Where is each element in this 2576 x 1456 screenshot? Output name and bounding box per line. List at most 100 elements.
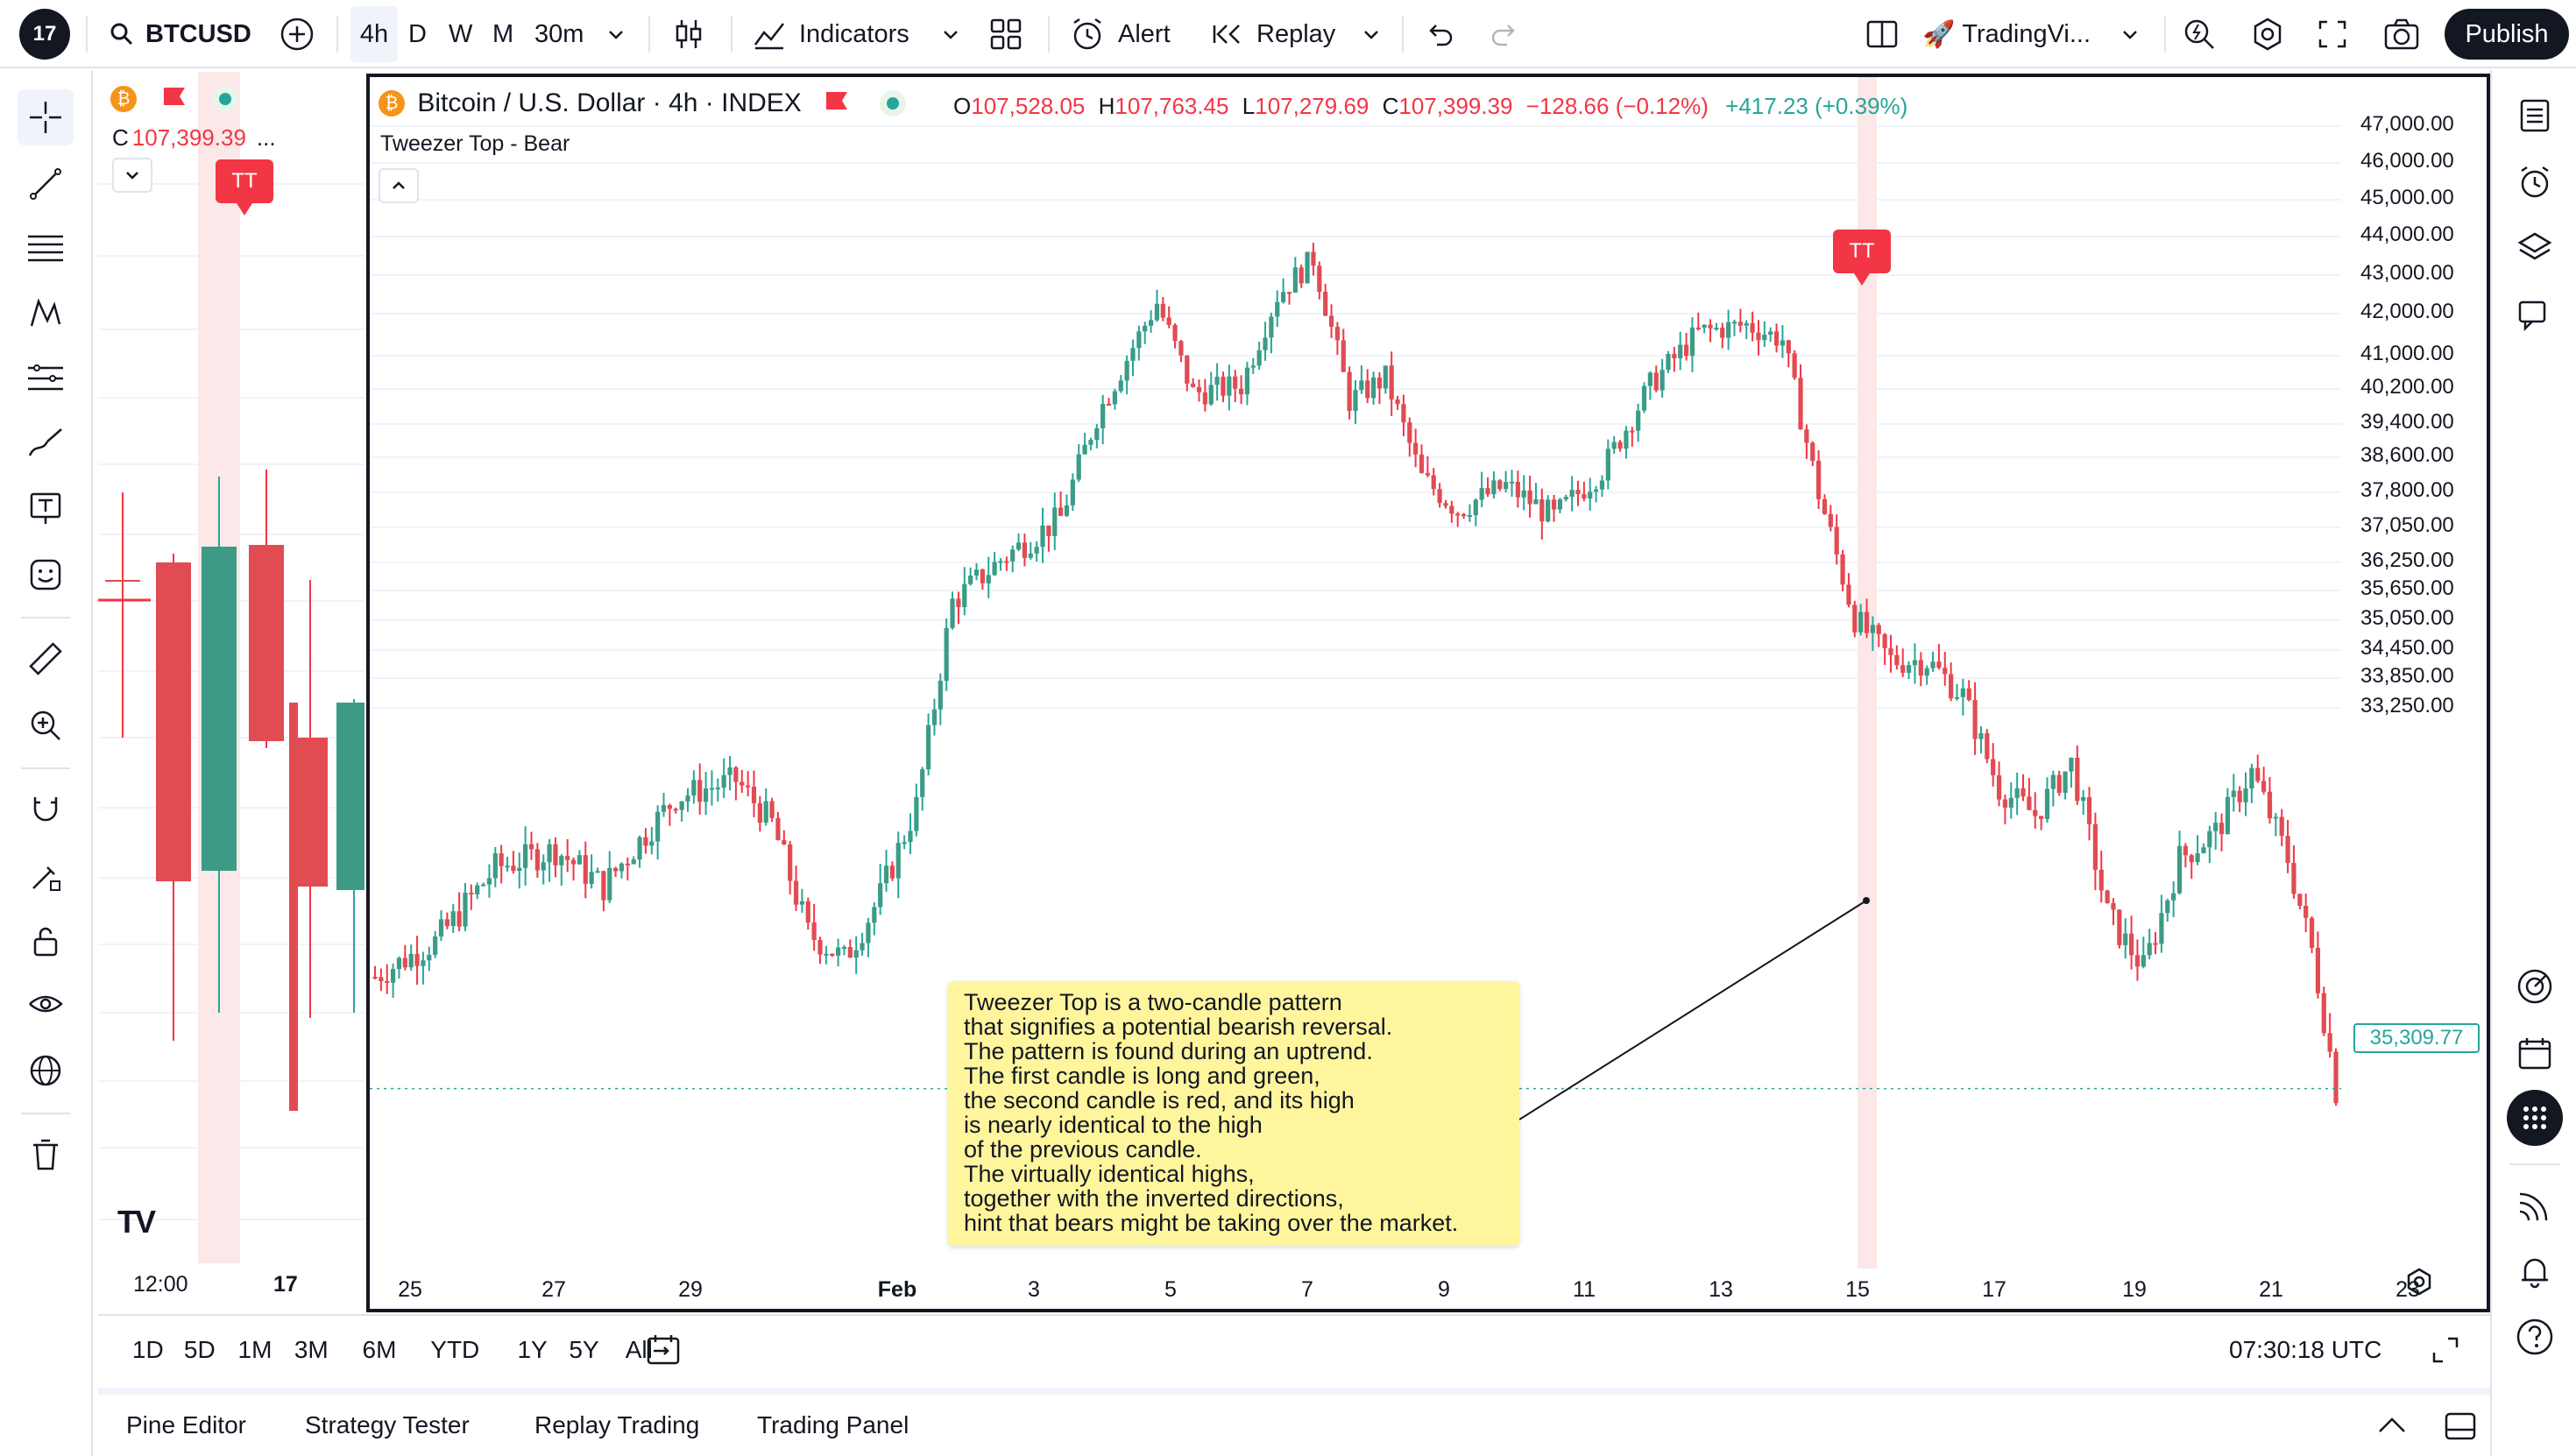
layout-name-button[interactable]: 🚀 TradingVi... xyxy=(1922,0,2091,68)
stay-in-drawing-tool[interactable] xyxy=(18,848,74,904)
candle xyxy=(1191,378,1196,388)
range-1d[interactable]: 1D xyxy=(131,1336,164,1363)
candle xyxy=(547,838,552,882)
apps-button[interactable] xyxy=(2507,1090,2563,1146)
brush-tool[interactable] xyxy=(18,415,74,471)
calendar-button[interactable] xyxy=(2507,1025,2563,1081)
clock-readout[interactable]: 07:30:18 UTC xyxy=(2229,1336,2382,1363)
emoji-tool[interactable] xyxy=(18,547,74,603)
tradingview-logo[interactable]: 17 xyxy=(19,0,70,68)
tab-pine-editor[interactable]: Pine Editor xyxy=(126,1411,246,1438)
interval-w[interactable]: W xyxy=(449,19,473,48)
lock-drawings-tool[interactable] xyxy=(18,913,74,969)
candle xyxy=(931,698,938,736)
axis-settings-button[interactable] xyxy=(2404,1267,2434,1301)
remove-drawings-tool[interactable] xyxy=(18,1127,74,1183)
candle xyxy=(1286,292,1292,305)
magnet-tool[interactable] xyxy=(18,781,74,838)
text-tool[interactable] xyxy=(18,480,74,536)
help-button[interactable] xyxy=(2507,1309,2563,1365)
fib-tool[interactable] xyxy=(18,221,74,277)
chart-type-button[interactable] xyxy=(671,0,706,68)
settings-button[interactable] xyxy=(2250,0,2285,68)
prediction-tool[interactable] xyxy=(18,350,74,406)
watchlist-button[interactable] xyxy=(2507,88,2563,144)
chat-button[interactable] xyxy=(2507,287,2563,343)
symbol-title[interactable]: Bitcoin / U.S. Dollar · 4h · INDEX xyxy=(417,88,802,118)
flag-icon[interactable] xyxy=(824,88,849,118)
replay-button[interactable]: Replay xyxy=(1211,0,1335,68)
tab-strategy-tester[interactable]: Strategy Tester xyxy=(305,1411,470,1438)
tt-pattern-badge-left[interactable]: TT xyxy=(216,159,273,216)
layers-button[interactable] xyxy=(2507,221,2563,277)
redo-button[interactable] xyxy=(1490,0,1521,68)
expand-button[interactable] xyxy=(2431,1335,2460,1369)
layout-dropdown[interactable] xyxy=(2120,0,2140,68)
tab-trading-panel[interactable]: Trading Panel xyxy=(757,1411,909,1438)
interval-m[interactable]: M xyxy=(492,19,514,48)
main-chart-canvas[interactable] xyxy=(370,77,2487,1309)
interval-d[interactable]: D xyxy=(408,19,427,48)
quick-search-button[interactable] xyxy=(2182,0,2217,68)
fullscreen-button[interactable] xyxy=(2317,0,2348,68)
replay-dropdown[interactable] xyxy=(1362,0,1381,68)
interval-30m[interactable]: 30m xyxy=(534,19,584,48)
symbol-search[interactable]: BTCUSD xyxy=(109,0,251,68)
maximize-panel-button[interactable] xyxy=(2443,1410,2478,1446)
candle xyxy=(1515,470,1520,508)
layouts-button[interactable] xyxy=(988,0,1023,68)
alerts-button[interactable] xyxy=(2507,154,2563,210)
publish-button[interactable]: Publish xyxy=(2445,9,2569,60)
trend-line-tool[interactable] xyxy=(18,156,74,212)
compare-symbol-button[interactable] xyxy=(279,0,315,68)
hide-drawings-tool[interactable] xyxy=(18,978,74,1034)
left-candle xyxy=(293,580,328,1018)
magnet-icon xyxy=(33,797,58,822)
tab-replay-trading[interactable]: Replay Trading xyxy=(534,1411,700,1438)
candle xyxy=(1924,665,1929,685)
interval-4h[interactable]: 4h xyxy=(350,6,398,62)
collapse-panel-button[interactable] xyxy=(2374,1410,2410,1446)
go-to-date-button[interactable] xyxy=(645,1332,682,1373)
zoom-tool[interactable] xyxy=(18,697,74,753)
range-5y[interactable]: 5Y xyxy=(569,1336,599,1363)
notifications-button[interactable] xyxy=(2507,1244,2563,1300)
layout-split-button[interactable] xyxy=(1865,0,1900,68)
legend-toggle-button[interactable] xyxy=(379,168,419,203)
range-3m[interactable]: 3M xyxy=(294,1336,329,1363)
legend-collapse-button[interactable] xyxy=(112,158,152,193)
candle xyxy=(534,843,540,878)
ruler-tool[interactable] xyxy=(18,631,74,687)
pattern-tool[interactable] xyxy=(18,286,74,342)
target-button[interactable] xyxy=(2507,958,2563,1014)
price-axis[interactable]: 47,000.00 46,000.00 45,000.00 44,000.00 43,0… xyxy=(2360,77,2483,1309)
left-chart-pane[interactable]: ₿ C 107,399.39... TT TV 12:00 17 xyxy=(98,72,364,1312)
flag-icon[interactable] xyxy=(162,86,187,113)
undo-button[interactable] xyxy=(1423,0,1454,68)
candle xyxy=(2002,794,2008,824)
range-5d[interactable]: 5D xyxy=(183,1336,216,1363)
crosshair-tool[interactable] xyxy=(18,89,74,145)
main-chart-pane[interactable]: ₿ Bitcoin / U.S. Dollar · 4h · INDEX O10… xyxy=(366,74,2490,1312)
candle xyxy=(1305,251,1310,284)
indicators-dropdown[interactable] xyxy=(941,0,960,68)
range-6m[interactable]: 6M xyxy=(362,1336,397,1363)
range-1m[interactable]: 1M xyxy=(237,1336,272,1363)
interval-dropdown[interactable] xyxy=(606,0,626,68)
streams-button[interactable] xyxy=(2507,1177,2563,1233)
range-1y[interactable]: 1Y xyxy=(517,1336,548,1363)
tt-pattern-badge[interactable]: TT xyxy=(1833,230,1891,286)
range-ytd[interactable]: YTD xyxy=(430,1336,480,1363)
object-tree-tool[interactable] xyxy=(18,1043,74,1099)
candle xyxy=(1936,644,1942,670)
indicator-legend[interactable]: Tweezer Top - Bear xyxy=(380,131,570,156)
candle xyxy=(1714,322,1719,331)
annotation-note[interactable]: Tweezer Top is a two-candle pattern that … xyxy=(948,981,1519,1246)
candle xyxy=(1575,480,1581,506)
indicators-button[interactable]: Indicators xyxy=(752,0,909,68)
alert-button[interactable]: Alert xyxy=(1069,0,1171,68)
left-chart-canvas[interactable] xyxy=(98,72,364,1312)
candle xyxy=(619,862,625,879)
price-tick-label: 36,250.00 xyxy=(2360,548,2454,572)
snapshot-button[interactable] xyxy=(2383,0,2420,68)
